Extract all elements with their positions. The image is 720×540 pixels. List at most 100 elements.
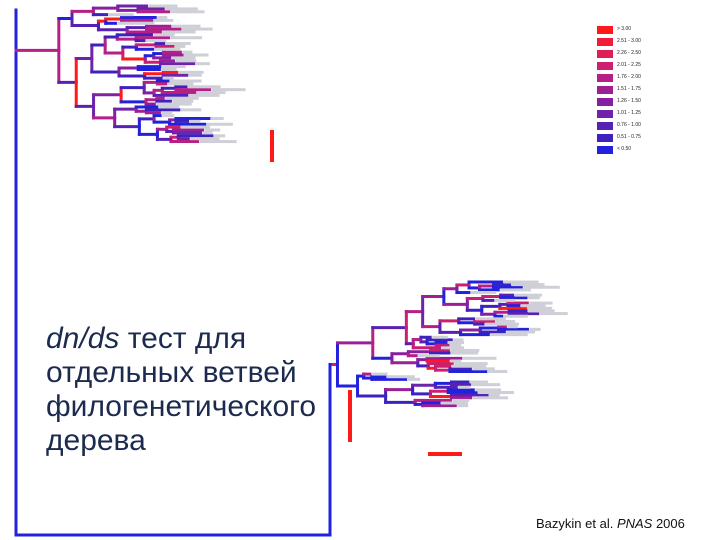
title-line-3: филогенетического <box>46 390 317 423</box>
leaf-label-placeholder <box>450 359 462 363</box>
leaf-label-placeholder <box>162 114 175 118</box>
citation-authors: Bazykin et al. <box>536 516 617 531</box>
leaf-label-placeholder <box>432 335 448 339</box>
leaf-label-placeholder <box>539 312 568 316</box>
legend-label: 0.51 - 0.75 <box>617 134 641 140</box>
leaf-label-placeholder <box>196 91 226 95</box>
leaf-label-placeholder <box>472 367 495 371</box>
leaf-label-placeholder <box>523 285 560 289</box>
legend-swatch <box>597 134 613 142</box>
leaf-label-placeholder <box>458 385 471 389</box>
leaf-label-placeholder <box>506 330 536 334</box>
leaf-label-placeholder <box>188 93 220 97</box>
leaf-label-placeholder <box>500 288 531 292</box>
leaf-label-placeholder <box>451 364 487 368</box>
leaf-label-placeholder <box>170 10 205 14</box>
leaf-label-placeholder <box>161 111 173 115</box>
leaf-label-placeholder <box>156 102 192 106</box>
leaf-label-placeholder <box>108 13 134 17</box>
leaf-label-placeholder <box>182 50 193 54</box>
leaf-label-placeholder <box>503 280 539 284</box>
legend-label: 2.01 - 2.25 <box>617 62 641 68</box>
legend-swatch <box>597 110 613 118</box>
legend-item: 1.76 - 2.00 <box>597 72 647 84</box>
leaf-label-placeholder <box>490 333 528 337</box>
slide-title: dn/ds тест для отдельных ветвей филогене… <box>46 322 346 458</box>
leaf-label-placeholder <box>448 341 465 345</box>
leaf-label-placeholder <box>117 21 155 25</box>
legend-swatch <box>597 98 613 106</box>
leaf-label-placeholder <box>181 27 213 31</box>
leaf-label-placeholder <box>529 327 541 331</box>
legend-item: 1.26 - 1.50 <box>597 96 647 108</box>
leaf-label-placeholder <box>153 18 174 22</box>
leaf-label-placeholder <box>451 351 479 355</box>
title-line-1: dn/ds тест для <box>46 322 346 356</box>
leaf-label-placeholder <box>529 301 553 305</box>
leaf-label-placeholder <box>457 404 469 408</box>
leaf-label-placeholder <box>188 73 202 77</box>
leaf-label-placeholder <box>153 33 175 37</box>
leaf-label-placeholder <box>161 65 186 69</box>
leaf-label-placeholder <box>180 108 202 112</box>
leaf-label-placeholder <box>175 44 186 48</box>
legend-label: 0.76 - 1.00 <box>617 122 641 128</box>
leaf-label-placeholder <box>188 85 221 89</box>
leaf-label-placeholder <box>154 47 181 51</box>
leaf-label-placeholder <box>470 291 497 295</box>
legend-swatch <box>597 146 613 154</box>
leaf-label-placeholder <box>206 122 233 126</box>
legend-label: < 0.50 <box>617 146 632 152</box>
legend-label: 2.51 - 3.00 <box>617 38 641 44</box>
leaf-label-placeholder <box>184 53 209 57</box>
leaf-label-placeholder <box>528 296 540 300</box>
legend-item: 1.01 - 1.25 <box>597 108 647 120</box>
leaf-label-placeholder <box>161 67 177 71</box>
leaf-label-placeholder <box>469 380 489 384</box>
leaf-label-placeholder <box>178 70 204 74</box>
legend-swatch <box>597 38 613 46</box>
leaf-label-placeholder <box>210 116 224 120</box>
title-rest: тест для <box>119 322 247 355</box>
leaf-label-placeholder <box>189 119 201 123</box>
leaf-label-placeholder <box>453 338 464 342</box>
leaf-label-placeholder <box>213 134 226 138</box>
leaf-label-placeholder <box>170 36 203 40</box>
legend-label: 1.26 - 1.50 <box>617 98 641 104</box>
legend-item: 0.51 - 0.75 <box>597 132 647 144</box>
leaf-label-placeholder <box>170 79 202 83</box>
legend-swatch <box>597 26 613 34</box>
leaf-label-placeholder <box>165 96 199 100</box>
leaf-label-placeholder <box>418 354 440 358</box>
legend-item: 2.01 - 2.25 <box>597 60 647 72</box>
legend-item: < 0.50 <box>597 144 647 156</box>
leaf-label-placeholder <box>494 298 515 302</box>
leaf-label-placeholder <box>441 401 468 405</box>
leaf-label-placeholder <box>503 314 528 318</box>
leaf-label-placeholder <box>148 4 178 8</box>
leaf-label-placeholder <box>489 393 500 397</box>
leaf-label-placeholder <box>158 105 180 109</box>
legend-swatch <box>597 122 613 130</box>
leaf-label-placeholder <box>181 125 210 129</box>
leaf-label-placeholder <box>462 356 497 360</box>
leaf-label-placeholder <box>171 56 196 60</box>
leaf-label-placeholder <box>478 391 515 395</box>
title-line-2: отдельных ветвей <box>46 356 297 389</box>
leaf-label-placeholder <box>520 304 546 308</box>
leaf-label-placeholder <box>441 346 464 350</box>
legend-item: > 3.00 <box>597 24 647 36</box>
leaf-label-placeholder <box>162 30 196 34</box>
leaf-label-placeholder <box>511 283 545 287</box>
legend-label: 2.26 - 2.50 <box>617 50 641 56</box>
leaf-label-placeholder <box>165 41 191 45</box>
leaf-label-placeholder <box>190 137 220 141</box>
legend-label: 1.01 - 1.25 <box>617 110 641 116</box>
leaf-label-placeholder <box>172 99 194 103</box>
leaf-label-placeholder <box>450 343 462 347</box>
citation-year: 2006 <box>652 516 685 531</box>
leaf-label-placeholder <box>528 309 555 313</box>
leaf-label-placeholder <box>146 39 167 43</box>
legend-label: > 3.00 <box>617 26 632 32</box>
leaf-label-placeholder <box>371 372 388 376</box>
